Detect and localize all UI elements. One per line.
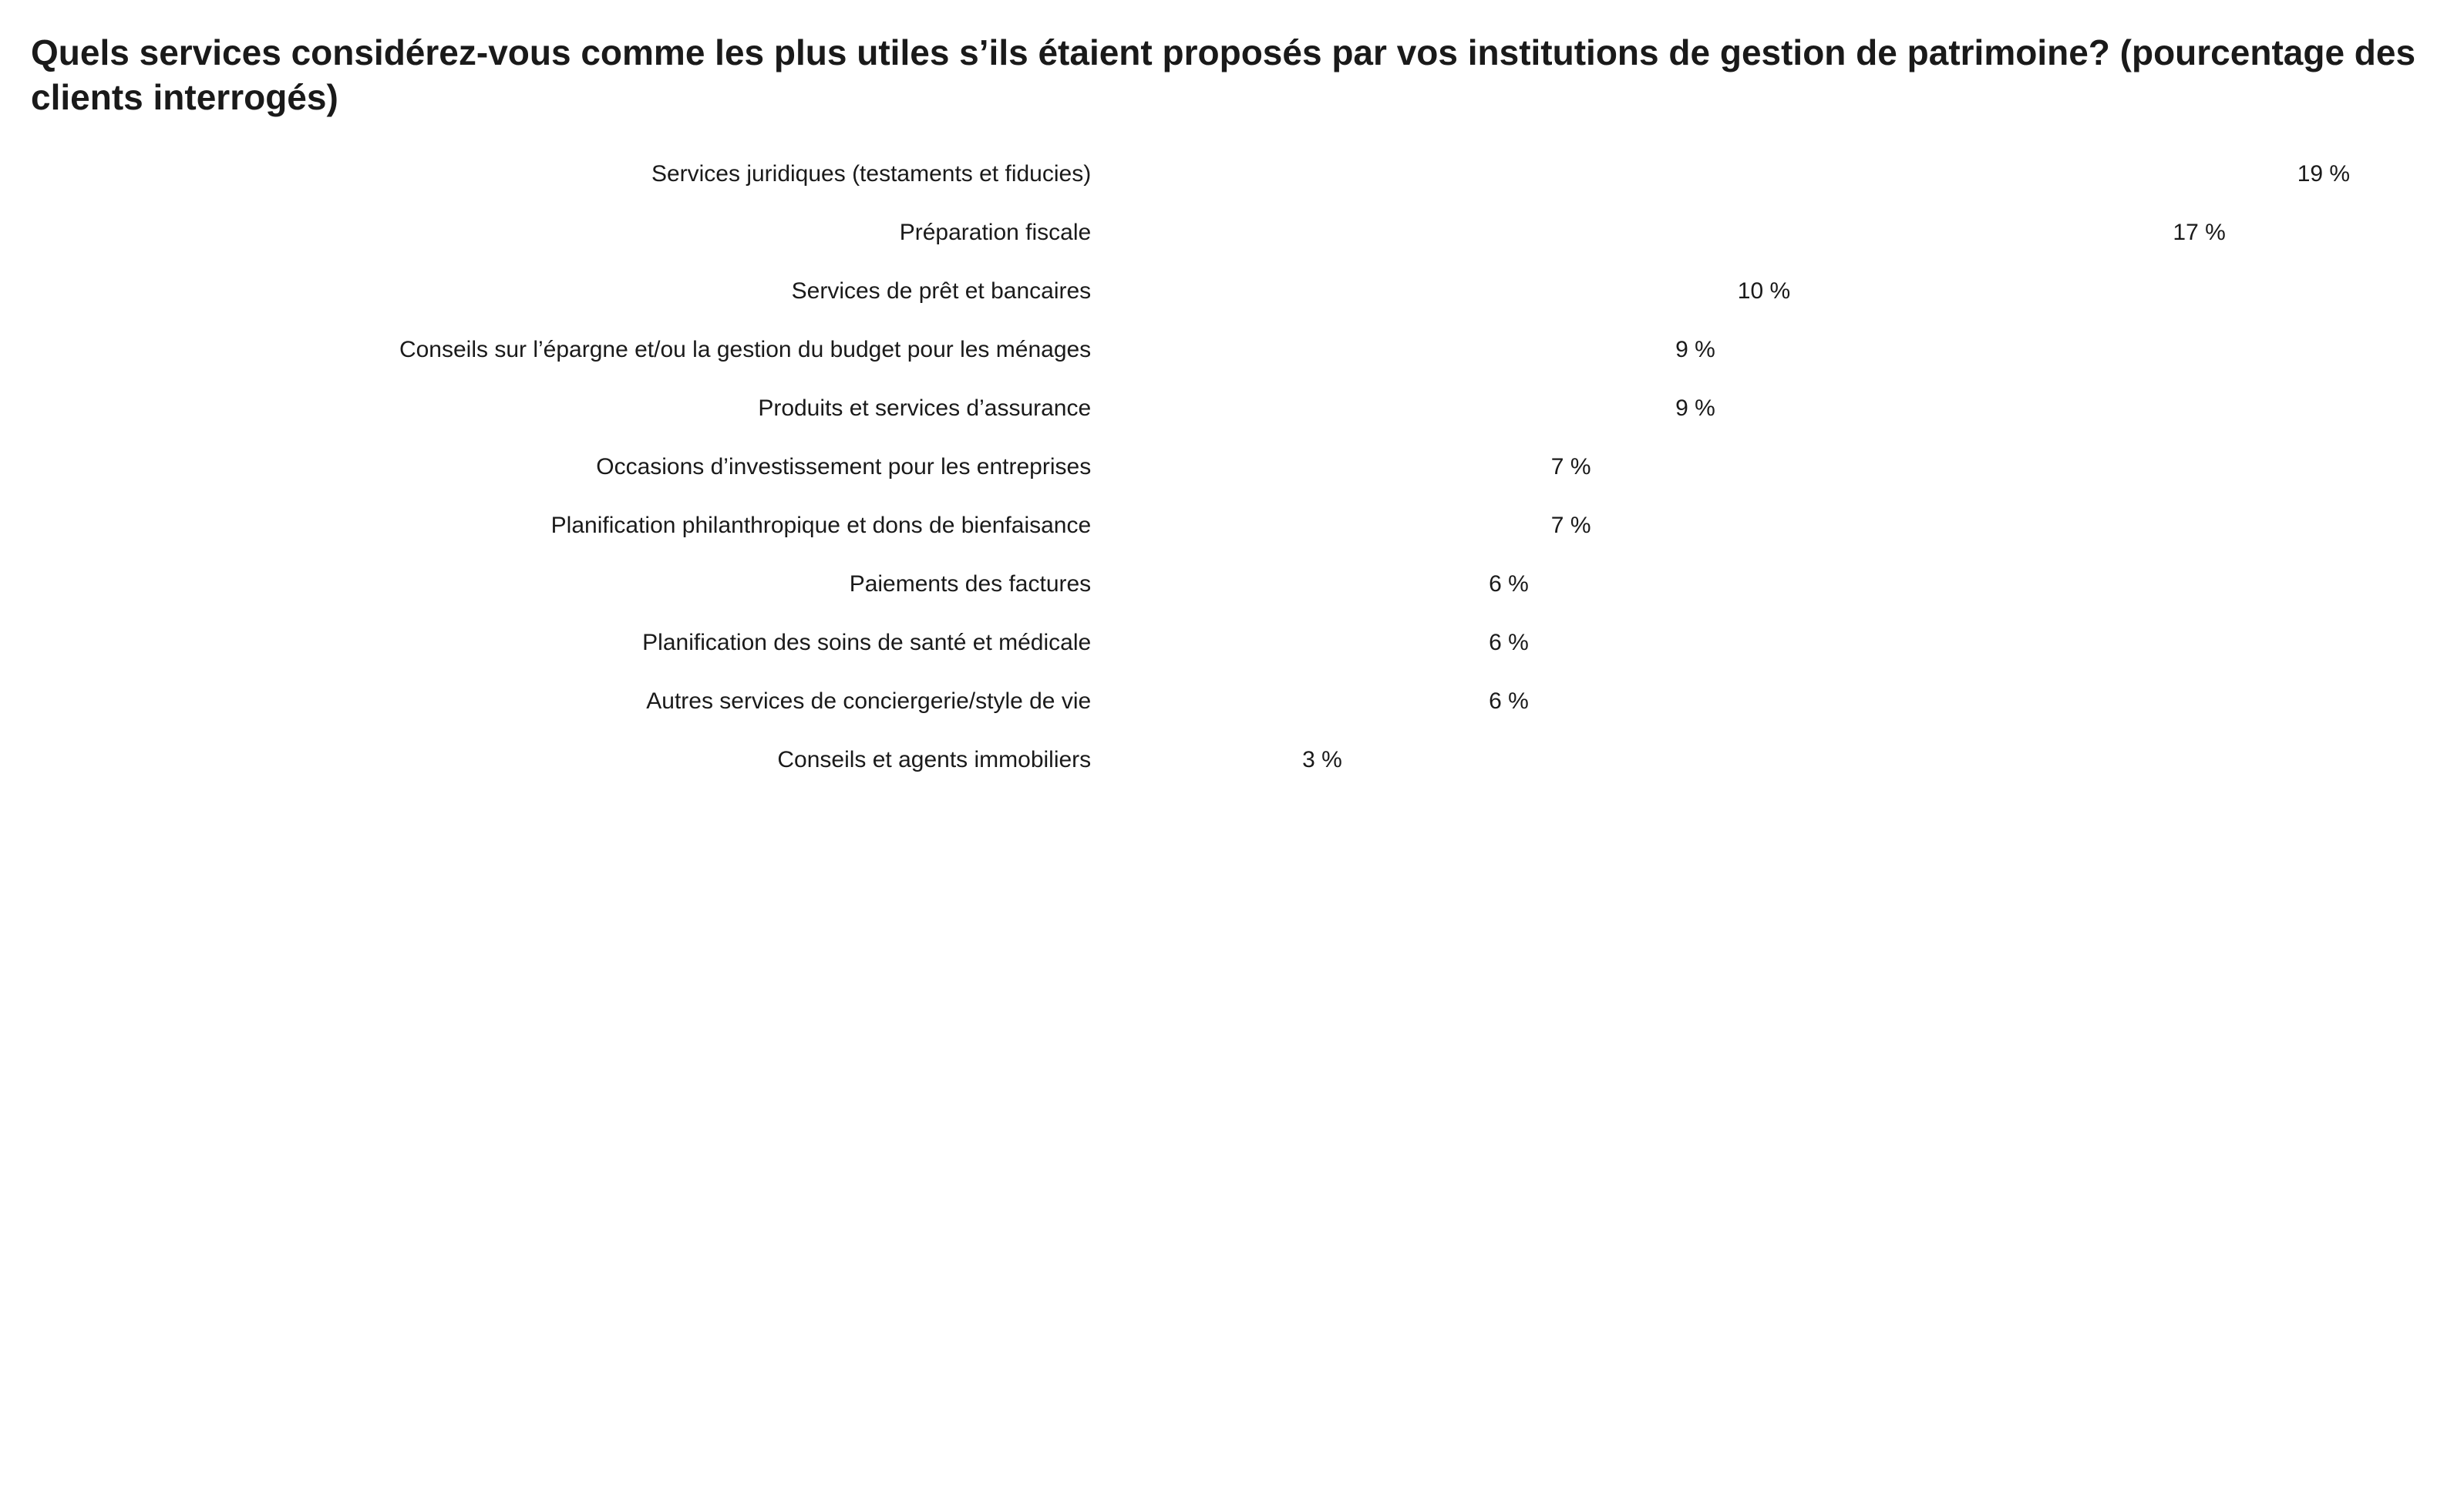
- bar-row: Occasions d’investissement pour les entr…: [31, 449, 2418, 485]
- value-label: 6 %: [1478, 571, 1529, 597]
- chart-container: Quels services considérez-vous comme les…: [0, 0, 2464, 824]
- bar-row: Préparation fiscale 17 %: [31, 215, 2418, 251]
- value-label: 9 %: [1665, 395, 1715, 422]
- bar-row: Autres services de conciergerie/style de…: [31, 684, 2418, 719]
- bar-cell: 6 %: [1105, 688, 2418, 715]
- bar-row: Conseils et agents immobiliers 3 %: [31, 742, 2418, 778]
- category-label: Occasions d’investissement pour les entr…: [31, 454, 1105, 480]
- bar-cell: 9 %: [1105, 337, 2418, 363]
- value-label: 7 %: [1540, 454, 1591, 480]
- category-label: Services juridiques (testaments et fiduc…: [31, 161, 1105, 187]
- bar-cell: 19 %: [1105, 161, 2418, 187]
- value-label: 6 %: [1478, 688, 1529, 715]
- bar-cell: 6 %: [1105, 571, 2418, 597]
- bar-row: Conseils sur l’épargne et/ou la gestion …: [31, 332, 2418, 368]
- category-label: Paiements des factures: [31, 571, 1105, 597]
- value-label: 3 %: [1291, 747, 1342, 773]
- bar-row: Planification des soins de santé et médi…: [31, 625, 2418, 661]
- category-label: Services de prêt et bancaires: [31, 278, 1105, 305]
- bar-cell: 17 %: [1105, 220, 2418, 246]
- value-label: 6 %: [1478, 630, 1529, 656]
- category-label: Produits et services d’assurance: [31, 395, 1105, 422]
- bar-row: Services de prêt et bancaires 10 %: [31, 274, 2418, 309]
- bar-row: Paiements des factures 6 %: [31, 567, 2418, 602]
- value-label: 17 %: [2162, 220, 2225, 246]
- category-label: Préparation fiscale: [31, 220, 1105, 246]
- bar-cell: 3 %: [1105, 747, 2418, 773]
- value-label: 9 %: [1665, 337, 1715, 363]
- bar-cell: 10 %: [1105, 278, 2418, 305]
- category-label: Conseils et agents immobiliers: [31, 747, 1105, 773]
- bar-row: Services juridiques (testaments et fiduc…: [31, 156, 2418, 192]
- value-label: 19 %: [2287, 161, 2350, 187]
- bar-row: Produits et services d’assurance 9 %: [31, 391, 2418, 426]
- bar-cell: 9 %: [1105, 395, 2418, 422]
- category-label: Planification des soins de santé et médi…: [31, 630, 1105, 656]
- bar-chart: Services juridiques (testaments et fiduc…: [31, 156, 2418, 778]
- category-label: Autres services de conciergerie/style de…: [31, 688, 1105, 715]
- bar-cell: 7 %: [1105, 454, 2418, 480]
- chart-title: Quels services considérez-vous comme les…: [31, 31, 2418, 119]
- bar-row: Planification philanthropique et dons de…: [31, 508, 2418, 543]
- bar-cell: 7 %: [1105, 513, 2418, 539]
- bar-cell: 6 %: [1105, 630, 2418, 656]
- value-label: 7 %: [1540, 513, 1591, 539]
- category-label: Conseils sur l’épargne et/ou la gestion …: [31, 337, 1105, 363]
- category-label: Planification philanthropique et dons de…: [31, 513, 1105, 539]
- value-label: 10 %: [1727, 278, 1790, 305]
